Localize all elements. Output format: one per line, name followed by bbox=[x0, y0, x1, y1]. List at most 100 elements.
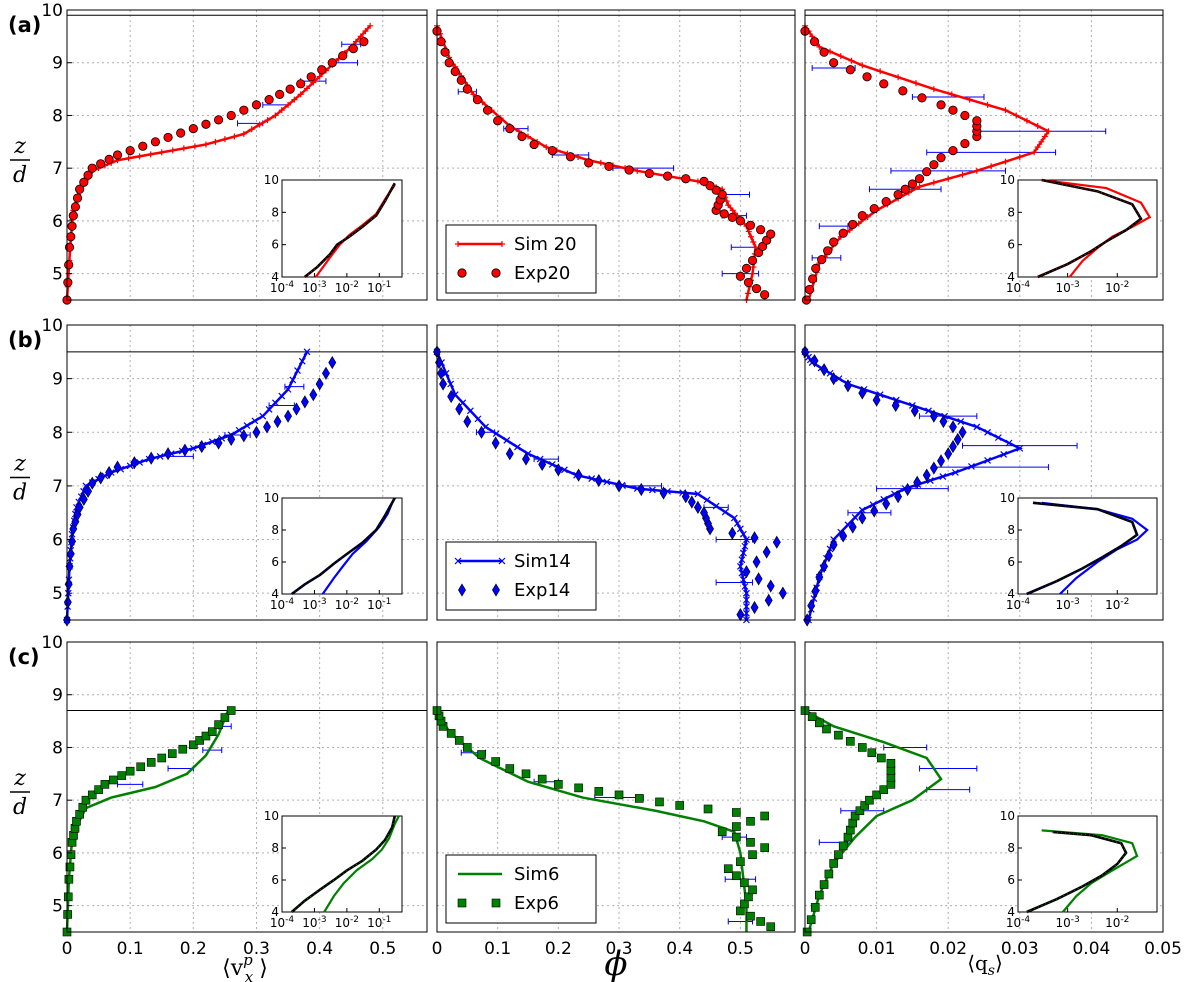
sim-marker bbox=[459, 399, 467, 407]
exp-marker bbox=[65, 862, 75, 872]
exp-marker bbox=[75, 184, 85, 194]
inset-x-tick-label: 10-1 bbox=[367, 280, 391, 295]
exp-marker bbox=[226, 110, 236, 121]
exp-marker bbox=[903, 482, 912, 497]
sim-marker bbox=[994, 434, 1002, 442]
exp-marker bbox=[604, 161, 614, 172]
sim-marker bbox=[231, 133, 238, 140]
exp-marker bbox=[929, 160, 939, 170]
sim-marker bbox=[743, 596, 750, 604]
exp-marker bbox=[63, 277, 73, 288]
legend-sim-marker bbox=[498, 557, 506, 565]
exp-marker bbox=[681, 490, 690, 504]
x-tick-label: 0.2 bbox=[180, 939, 207, 959]
exp-marker bbox=[446, 729, 456, 738]
sim-marker bbox=[721, 508, 729, 516]
exp-marker bbox=[239, 429, 248, 443]
exp-marker bbox=[79, 177, 89, 187]
exp-marker bbox=[300, 395, 309, 409]
inset-y-tick-label: 10 bbox=[264, 809, 279, 823]
x-tick-label: 0.4 bbox=[306, 939, 333, 959]
exp-marker bbox=[894, 490, 903, 504]
y-label-numerator: z bbox=[13, 766, 26, 791]
exp-marker bbox=[855, 806, 865, 816]
exp-marker bbox=[117, 771, 127, 780]
exp-marker bbox=[735, 271, 745, 281]
exp-marker bbox=[94, 785, 103, 794]
exp-marker bbox=[315, 377, 324, 391]
exp-marker bbox=[285, 84, 295, 94]
exp-marker bbox=[751, 283, 762, 294]
inset-y-tick-label: 8 bbox=[1007, 523, 1015, 537]
exp-marker bbox=[146, 758, 156, 767]
exp-marker bbox=[113, 460, 122, 474]
sim-marker bbox=[634, 167, 641, 174]
exp-marker bbox=[462, 84, 472, 94]
exp-marker bbox=[207, 727, 217, 736]
exp-marker bbox=[732, 822, 741, 831]
x-tick-label: 0 bbox=[800, 939, 811, 959]
inset-x-tick-label: 10-2 bbox=[335, 597, 359, 612]
sim-marker bbox=[851, 513, 859, 521]
inset-frame bbox=[1017, 497, 1158, 595]
inset-y-tick-label: 4 bbox=[271, 905, 279, 919]
exp-marker bbox=[130, 456, 139, 470]
exp-marker bbox=[949, 439, 957, 454]
sim-marker bbox=[248, 126, 255, 133]
inset-y-tick-label: 4 bbox=[271, 270, 279, 284]
y-tick-label: 7 bbox=[52, 791, 63, 811]
panel-frame bbox=[66, 641, 428, 933]
exp-marker bbox=[736, 857, 745, 866]
legend-box bbox=[445, 854, 597, 924]
exp-marker bbox=[850, 811, 860, 821]
inset-x-tick-label: 10-3 bbox=[1056, 280, 1080, 295]
exp-marker bbox=[306, 72, 316, 82]
sim-marker bbox=[1034, 144, 1041, 151]
exp-marker bbox=[732, 871, 741, 881]
exp-marker bbox=[63, 892, 73, 902]
sim-marker bbox=[482, 423, 489, 431]
inset-x-tick-label: 10-4 bbox=[270, 597, 295, 612]
exp-marker bbox=[750, 531, 759, 545]
sim-marker bbox=[548, 461, 556, 468]
sim-marker bbox=[741, 542, 749, 550]
sim-marker bbox=[588, 475, 596, 482]
exp-marker bbox=[872, 790, 881, 800]
exp-marker bbox=[317, 65, 327, 75]
inset-y-tick-label: 6 bbox=[271, 238, 279, 252]
sim-marker bbox=[367, 22, 374, 29]
y-tick-label: 9 bbox=[52, 686, 63, 706]
y-tick-label: 8 bbox=[52, 423, 63, 443]
sim-marker bbox=[984, 457, 992, 464]
sim-marker bbox=[712, 502, 720, 510]
exp-marker bbox=[659, 486, 668, 500]
exp-marker bbox=[167, 749, 177, 758]
sim-marker bbox=[180, 145, 187, 152]
exp-marker bbox=[886, 758, 896, 768]
exp-marker bbox=[456, 75, 466, 85]
y-tick-label: 7 bbox=[52, 477, 63, 497]
exp-marker bbox=[936, 153, 946, 163]
exp-marker bbox=[809, 37, 820, 47]
exp-marker bbox=[879, 79, 889, 89]
sim-marker bbox=[156, 452, 164, 460]
exp-marker bbox=[201, 731, 211, 741]
exp-marker bbox=[477, 750, 486, 759]
exp-marker bbox=[862, 72, 872, 82]
exp-marker bbox=[808, 274, 818, 284]
exp-marker bbox=[75, 500, 84, 514]
inset-x-tick-label: 10-3 bbox=[302, 915, 326, 930]
exp-marker bbox=[64, 260, 74, 270]
x-tick-label: 0.01 bbox=[858, 939, 896, 959]
exp-marker bbox=[214, 720, 223, 729]
exp-marker bbox=[227, 432, 236, 447]
exp-marker bbox=[96, 471, 105, 485]
panel-2-2: 0 0.01 0.02 0.03 0.04 0.05 4 6 8 10 10-4 10-3 10-2 bbox=[800, 641, 1182, 959]
exp-marker bbox=[482, 105, 493, 115]
exp-marker bbox=[756, 225, 766, 235]
sim-marker bbox=[744, 290, 751, 297]
exp-marker bbox=[309, 388, 318, 402]
legend-box bbox=[445, 541, 597, 611]
y-tick-label: 8 bbox=[52, 106, 63, 126]
exp-marker bbox=[900, 184, 910, 194]
